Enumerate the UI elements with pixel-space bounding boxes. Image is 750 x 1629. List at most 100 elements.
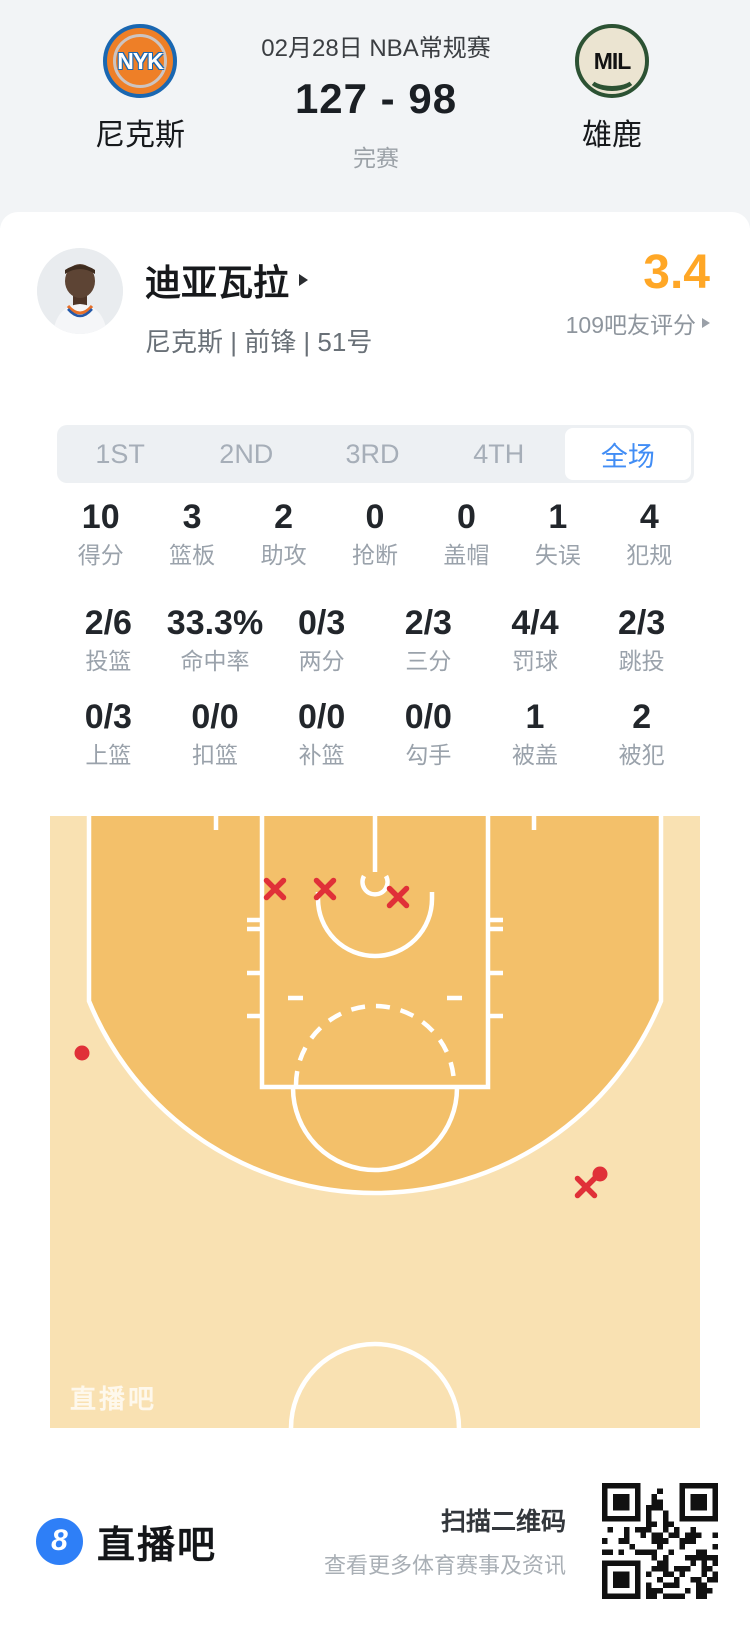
stat-cell: 0/0 勾手 xyxy=(375,698,482,770)
stat-value: 0/0 xyxy=(298,698,346,736)
shot-miss-x xyxy=(263,877,287,901)
stat-cell: 2 助攻 xyxy=(238,498,329,570)
home-team-name: 尼克斯 xyxy=(95,119,185,152)
player-detail-arrow-icon xyxy=(299,274,309,286)
stat-cell: 1 失误 xyxy=(512,498,603,570)
home-team[interactable]: NYK 尼克斯 xyxy=(38,24,242,154)
tab-full-game[interactable]: 全场 xyxy=(564,428,692,480)
court-watermark: 直播吧 xyxy=(70,1384,157,1414)
half-court-circle xyxy=(288,1341,462,1429)
player-name: 迪亚瓦拉 xyxy=(145,262,290,303)
stat-cell: 1 被盖 xyxy=(482,698,589,770)
stat-value: 0 xyxy=(456,498,476,536)
free-throw-circle-dashed xyxy=(293,1003,457,1086)
stats-row-basic: 10 得分 3 篮板 2 助攻 0 抢断 0 盖帽 1 失误 xyxy=(0,498,750,570)
stat-cell: 0/3 上篮 xyxy=(55,698,162,770)
stats-row-misc: 0/3 上篮 0/0 扣篮 0/0 补篮 0/0 勾手 1 被盖 2 被犯 xyxy=(0,698,750,770)
player-avatar-image xyxy=(37,248,123,334)
rating-label: 109吧友评分 xyxy=(565,312,696,338)
brand-group: 8 直播吧 xyxy=(36,1514,217,1569)
match-score: 127 - 98 xyxy=(294,75,458,122)
stat-label: 扣篮 xyxy=(191,742,238,768)
shot-miss-x xyxy=(386,885,410,909)
stat-cell: 3 篮板 xyxy=(146,498,237,570)
zhibo8-logo-icon: 8 xyxy=(36,1517,83,1565)
stat-cell: 0 盖帽 xyxy=(421,498,512,570)
rating-value: 3.4 xyxy=(643,246,710,299)
stat-value: 4/4 xyxy=(511,604,559,642)
shot-make-dot xyxy=(592,1166,608,1182)
player-avatar[interactable] xyxy=(37,248,123,334)
stat-label: 篮板 xyxy=(169,542,216,568)
stat-value: 0/3 xyxy=(298,604,346,642)
tab-2nd[interactable]: 2ND xyxy=(183,425,309,483)
tab-label: 2ND xyxy=(219,438,274,469)
stat-value: 33.3% xyxy=(166,604,264,642)
stat-label: 三分 xyxy=(405,648,452,674)
player-meta: 尼克斯 | 前锋 | 51号 xyxy=(145,327,373,357)
stat-label: 投篮 xyxy=(85,648,132,674)
free-throw-circle-solid xyxy=(290,1087,460,1173)
stat-value: 2 xyxy=(274,498,294,536)
tab-label: 4TH xyxy=(473,438,525,469)
match-status: 完赛 xyxy=(353,145,399,171)
shot-chart-container: 直播吧 xyxy=(50,816,700,1429)
shot-markers xyxy=(74,877,608,1199)
court-three-point-area xyxy=(89,816,661,1194)
rating-arrow-icon xyxy=(702,318,710,328)
stat-cell: 0 抢断 xyxy=(329,498,420,570)
stat-value: 0/3 xyxy=(84,698,132,736)
stat-label: 勾手 xyxy=(405,742,452,768)
stat-cell: 0/0 扣篮 xyxy=(162,698,269,770)
stat-cell: 2 被犯 xyxy=(588,698,695,770)
qr-text-block: 扫描二维码 查看更多体育赛事及资讯 xyxy=(324,1502,566,1580)
shot-miss-x xyxy=(574,1175,598,1199)
restricted-area-arc xyxy=(315,892,435,959)
stat-label: 失误 xyxy=(534,542,581,568)
player-info: 迪亚瓦拉 尼克斯 | 前锋 | 51号 xyxy=(145,248,566,359)
stat-cell: 33.3% 命中率 xyxy=(162,604,269,676)
qr-title: 扫描二维码 xyxy=(440,1508,566,1536)
shot-miss-x xyxy=(313,877,337,901)
baseline-hash-marks xyxy=(213,816,537,830)
key-lane-lines xyxy=(259,816,491,1090)
stat-cell: 10 得分 xyxy=(55,498,146,570)
stat-label: 命中率 xyxy=(180,648,250,674)
stat-label: 得分 xyxy=(77,542,124,568)
court-lines xyxy=(86,816,664,1429)
stat-value: 10 xyxy=(81,498,120,536)
player-name-link[interactable]: 迪亚瓦拉 xyxy=(145,254,566,306)
stat-label: 上篮 xyxy=(85,742,132,768)
qr-code-image xyxy=(602,1483,718,1599)
quarter-tabs: 1ST 2ND 3RD 4TH 全场 xyxy=(57,425,694,483)
stat-cell: 0/3 两分 xyxy=(268,604,375,676)
stat-cell: 4 犯规 xyxy=(604,498,695,570)
qr-code xyxy=(602,1483,718,1599)
player-stats-card: 迪亚瓦拉 尼克斯 | 前锋 | 51号 3.4 109吧友评分 1ST 2ND xyxy=(0,212,750,1629)
stat-label: 两分 xyxy=(298,648,345,674)
tab-3rd[interactable]: 3RD xyxy=(309,425,435,483)
tab-4th[interactable]: 4TH xyxy=(436,425,562,483)
tab-label: 3RD xyxy=(345,438,400,469)
stat-label: 助攻 xyxy=(260,542,307,568)
stat-cell: 2/6 投篮 xyxy=(55,604,162,676)
match-date: 02月28日 NBA常规赛 xyxy=(261,35,491,62)
tab-1st[interactable]: 1ST xyxy=(57,425,183,483)
stat-value: 0/0 xyxy=(404,698,452,736)
stat-label: 跳投 xyxy=(618,648,665,674)
lane-hash-marks xyxy=(247,917,503,1019)
match-center: 02月28日 NBA常规赛 127 - 98 完赛 xyxy=(242,24,510,173)
stat-label: 犯规 xyxy=(626,542,673,568)
stat-label: 被犯 xyxy=(618,742,665,768)
away-team-name: 雄鹿 xyxy=(582,119,642,152)
stat-cell: 0/0 补篮 xyxy=(268,698,375,770)
away-team-abbr: MIL xyxy=(593,47,632,74)
stats-row-shooting: 2/6 投篮 33.3% 命中率 0/3 两分 2/3 三分 4/4 罚球 2/… xyxy=(0,604,750,676)
tab-label: 全场 xyxy=(600,441,655,472)
rating-block[interactable]: 3.4 109吧友评分 xyxy=(566,248,710,340)
stat-value: 1 xyxy=(525,698,545,736)
rating-label-line: 109吧友评分 xyxy=(566,306,710,340)
away-team[interactable]: MIL 雄鹿 xyxy=(510,24,714,154)
shot-make-dot xyxy=(74,1045,90,1061)
stat-label: 抢断 xyxy=(351,542,398,568)
